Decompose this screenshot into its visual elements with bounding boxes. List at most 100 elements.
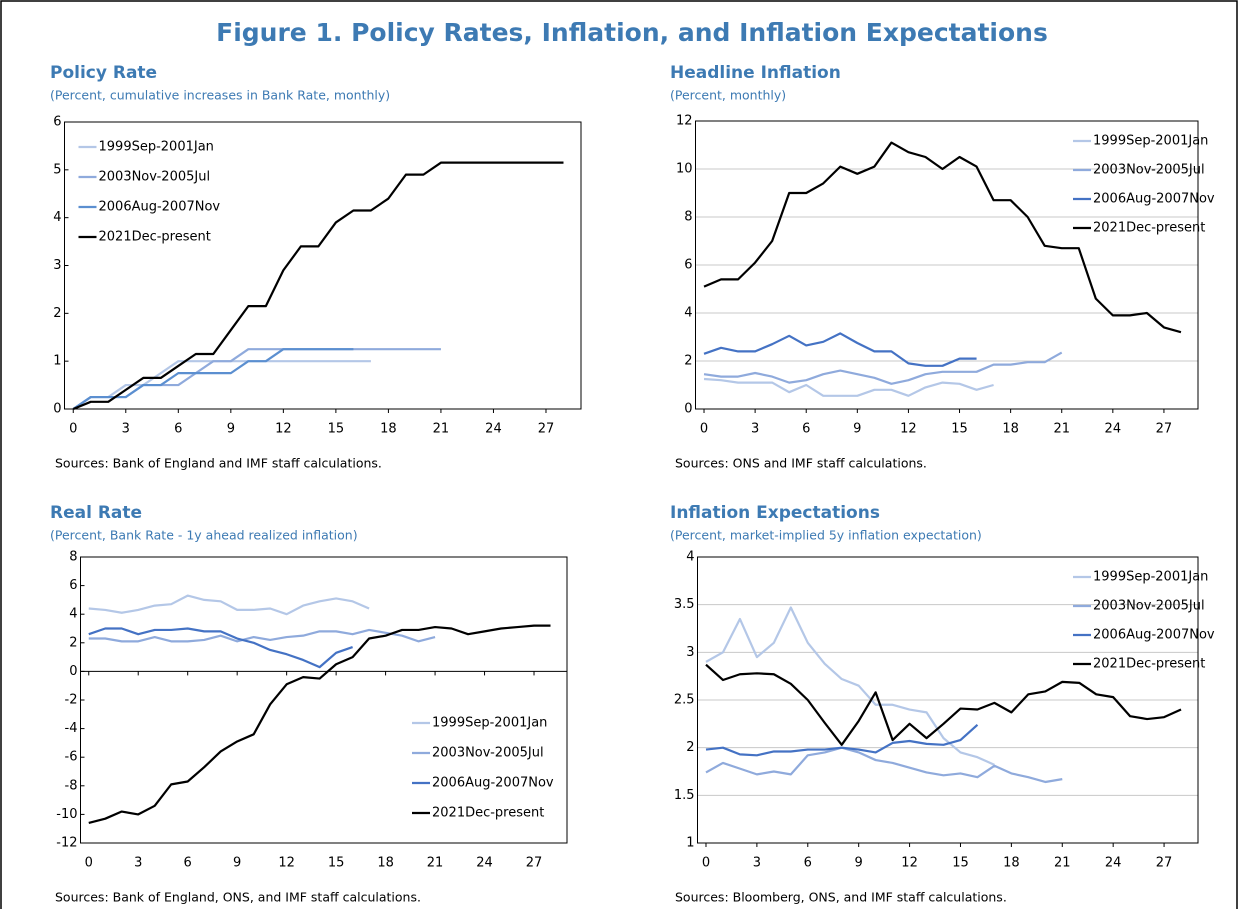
x-tick-label: 0 (700, 422, 708, 437)
legend-label: 2003Nov-2005Jul (1093, 163, 1205, 178)
y-tick-label: 4 (53, 210, 61, 225)
y-tick-label: 3 (53, 258, 61, 273)
y-tick-label: -8 (65, 778, 78, 793)
y-tick-label: -2 (65, 693, 78, 708)
y-tick-label: 1 (686, 836, 694, 851)
x-tick-label: 18 (1003, 856, 1020, 871)
legend-label: 2021Dec-present (1093, 221, 1205, 236)
legend-label: 2003Nov-2005Jul (432, 746, 544, 761)
x-tick-label: 24 (485, 422, 502, 437)
y-tick-label: 3.5 (674, 597, 695, 612)
x-tick-label: 6 (804, 856, 812, 871)
source-note: Sources: Bank of England and IMF staff c… (55, 456, 382, 471)
panel-title: Real Rate (50, 503, 142, 523)
y-tick-label: 3 (686, 645, 694, 660)
x-tick-label: 18 (377, 856, 394, 871)
x-tick-label: 18 (1002, 422, 1019, 437)
plot-frame (80, 556, 568, 844)
x-tick-label: 0 (69, 422, 77, 437)
series-line (705, 746, 1063, 784)
y-tick-label: 2.5 (674, 693, 695, 708)
x-tick-label: 9 (855, 856, 863, 871)
legend-label: 2006Aug-2007Nov (1093, 628, 1215, 643)
x-tick-label: 24 (476, 856, 493, 871)
series-line (705, 663, 1182, 746)
x-tick-label: 3 (122, 422, 130, 437)
legend-label: 2006Aug-2007Nov (432, 776, 554, 791)
legend-label: 2003Nov-2005Jul (99, 170, 211, 185)
series-line (72, 348, 441, 410)
source-note: Sources: Bloomberg, ONS, and IMF staff c… (675, 890, 1007, 905)
panel-subtitle: (Percent, cumulative increases in Bank R… (50, 88, 390, 103)
x-tick-label: 18 (380, 422, 397, 437)
y-tick-label: 2 (686, 740, 694, 755)
source-note: Sources: Bank of England, ONS, and IMF s… (55, 890, 421, 905)
y-tick-label: 5 (53, 162, 61, 177)
x-tick-label: 21 (1054, 856, 1071, 871)
series-line (88, 624, 551, 825)
y-tick-label: -10 (56, 807, 77, 822)
x-tick-label: 27 (1156, 856, 1173, 871)
legend-label: 1999Sep-2001Jan (99, 140, 214, 155)
legend-label: 2006Aug-2007Nov (1093, 192, 1215, 207)
y-tick-label: 1 (53, 354, 61, 369)
series-line (705, 606, 995, 766)
x-tick-label: 9 (853, 422, 861, 437)
x-tick-label: 21 (433, 422, 450, 437)
y-tick-label: 8 (684, 210, 692, 225)
y-tick-label: 12 (676, 114, 693, 129)
series-line (705, 723, 979, 757)
x-tick-label: 24 (1105, 422, 1122, 437)
x-tick-label: 6 (174, 422, 182, 437)
x-tick-label: 9 (227, 422, 235, 437)
panel-subtitle: (Percent, market-implied 5y inflation ex… (670, 528, 982, 543)
y-tick-label: 2 (684, 354, 692, 369)
series-line (72, 360, 371, 410)
y-tick-label: 0 (684, 402, 692, 417)
panel-title: Policy Rate (50, 63, 157, 83)
legend-label: 2021Dec-present (432, 806, 544, 821)
y-tick-label: 1.5 (674, 788, 695, 803)
y-tick-label: 2 (69, 635, 77, 650)
legend-label: 1999Sep-2001Jan (1093, 570, 1208, 585)
y-tick-label: 0 (69, 664, 77, 679)
series-line (72, 161, 564, 411)
x-tick-label: 27 (1156, 422, 1173, 437)
series-line (88, 628, 436, 643)
series-line (703, 377, 994, 397)
panel-subtitle: (Percent, monthly) (670, 88, 786, 103)
panel-title: Headline Inflation (670, 63, 841, 83)
series-line (703, 351, 1063, 385)
source-note: Sources: ONS and IMF staff calculations. (675, 456, 927, 471)
y-tick-label: 6 (53, 115, 61, 130)
x-tick-label: 12 (278, 856, 295, 871)
y-tick-label: 8 (69, 550, 77, 565)
series-line (88, 627, 353, 669)
x-tick-label: 6 (802, 422, 810, 437)
x-tick-label: 3 (753, 856, 761, 871)
x-tick-label: 21 (427, 856, 444, 871)
x-tick-label: 12 (901, 856, 918, 871)
series-line (88, 594, 370, 616)
x-tick-label: 3 (134, 856, 142, 871)
legend-label: 1999Sep-2001Jan (1093, 134, 1208, 149)
x-tick-label: 3 (751, 422, 759, 437)
y-tick-label: 6 (69, 578, 77, 593)
legend-label: 2003Nov-2005Jul (1093, 599, 1205, 614)
x-tick-label: 12 (275, 422, 292, 437)
y-tick-label: -6 (65, 750, 78, 765)
legend-label: 1999Sep-2001Jan (432, 716, 547, 731)
x-tick-label: 15 (951, 422, 968, 437)
x-tick-label: 27 (538, 422, 555, 437)
x-tick-label: 9 (233, 856, 241, 871)
y-tick-label: 4 (686, 550, 694, 565)
y-tick-label: 6 (684, 258, 692, 273)
y-tick-label: 4 (684, 306, 692, 321)
series-line (72, 348, 354, 410)
legend-label: 2021Dec-present (99, 230, 211, 245)
panel-title: Inflation Expectations (670, 503, 880, 523)
plot-frame (64, 121, 582, 410)
y-tick-label: -4 (65, 721, 78, 736)
x-tick-label: 12 (900, 422, 917, 437)
